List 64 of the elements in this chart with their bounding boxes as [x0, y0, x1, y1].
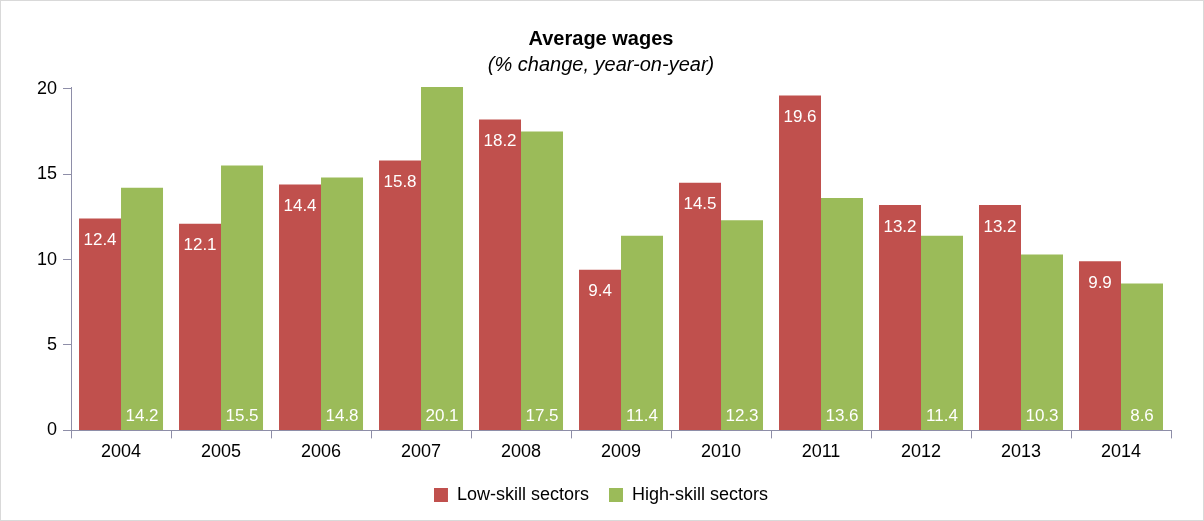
legend-label: High-skill sectors [632, 483, 769, 504]
x-tick-label: 2013 [1000, 441, 1042, 462]
data-label: 15.8 [383, 172, 417, 192]
chart-subtitle: (% change, year-on-year) [487, 52, 715, 75]
x-tick-label: 2014 [1100, 441, 1142, 462]
data-label: 14.8 [325, 405, 359, 425]
bar [221, 165, 264, 430]
data-label: 12.1 [183, 235, 217, 255]
x-tick-label: 2011 [801, 441, 841, 462]
data-label: 9.4 [588, 281, 612, 301]
bar [679, 182, 722, 430]
data-label: 14.5 [683, 194, 717, 214]
bar [779, 95, 822, 430]
bar [879, 204, 922, 430]
data-label: 12.4 [83, 230, 117, 250]
bar [821, 198, 864, 430]
bar [79, 218, 122, 430]
data-label: 15.5 [225, 405, 259, 425]
chart-title: Average wages [528, 26, 674, 49]
data-label: 13.2 [983, 216, 1017, 236]
bar [979, 204, 1021, 430]
bar [279, 184, 322, 430]
x-tick-label: 2010 [700, 441, 742, 462]
bar [379, 160, 422, 430]
bar [321, 177, 364, 430]
data-label: 13.2 [883, 216, 917, 236]
data-label: 14.2 [125, 405, 159, 425]
y-tick-label: 20 [36, 77, 58, 98]
y-tick-label: 5 [47, 333, 58, 354]
bar [479, 119, 522, 430]
x-tick-label: 2007 [400, 441, 442, 462]
bar [521, 131, 564, 430]
bar [1079, 261, 1121, 430]
y-tick-label: 10 [36, 248, 58, 269]
data-label: 8.6 [1130, 405, 1154, 425]
x-tick-label: 2008 [500, 441, 542, 462]
bar [921, 235, 963, 430]
x-tick-label: 2004 [101, 441, 142, 462]
data-label: 20.1 [425, 405, 459, 425]
data-label: 11.4 [626, 405, 658, 425]
y-tick-label: 15 [36, 163, 58, 184]
data-label: 18.2 [483, 131, 517, 151]
data-label: 10.3 [1025, 405, 1059, 425]
bar [1121, 283, 1163, 430]
data-label: 9.9 [1088, 272, 1112, 292]
data-label: 12.3 [725, 405, 759, 425]
data-label: 17.5 [525, 405, 559, 425]
x-tick-label: 2006 [300, 441, 342, 462]
bar [1021, 254, 1063, 430]
y-tick-label: 0 [47, 419, 58, 440]
legend-label: Low-skill sectors [456, 483, 589, 504]
bar [179, 223, 222, 430]
x-tick-label: 2012 [900, 441, 942, 462]
data-label: 11.4 [926, 405, 958, 425]
data-label: 19.6 [783, 107, 817, 127]
bar [721, 220, 764, 430]
bar [421, 87, 464, 430]
bar [121, 187, 164, 430]
bar [621, 235, 664, 430]
x-tick-label: 2005 [201, 441, 242, 462]
bar [579, 269, 622, 430]
data-label: 14.4 [283, 196, 317, 216]
data-label: 13.6 [825, 405, 859, 425]
x-tick-label: 2009 [600, 441, 642, 462]
